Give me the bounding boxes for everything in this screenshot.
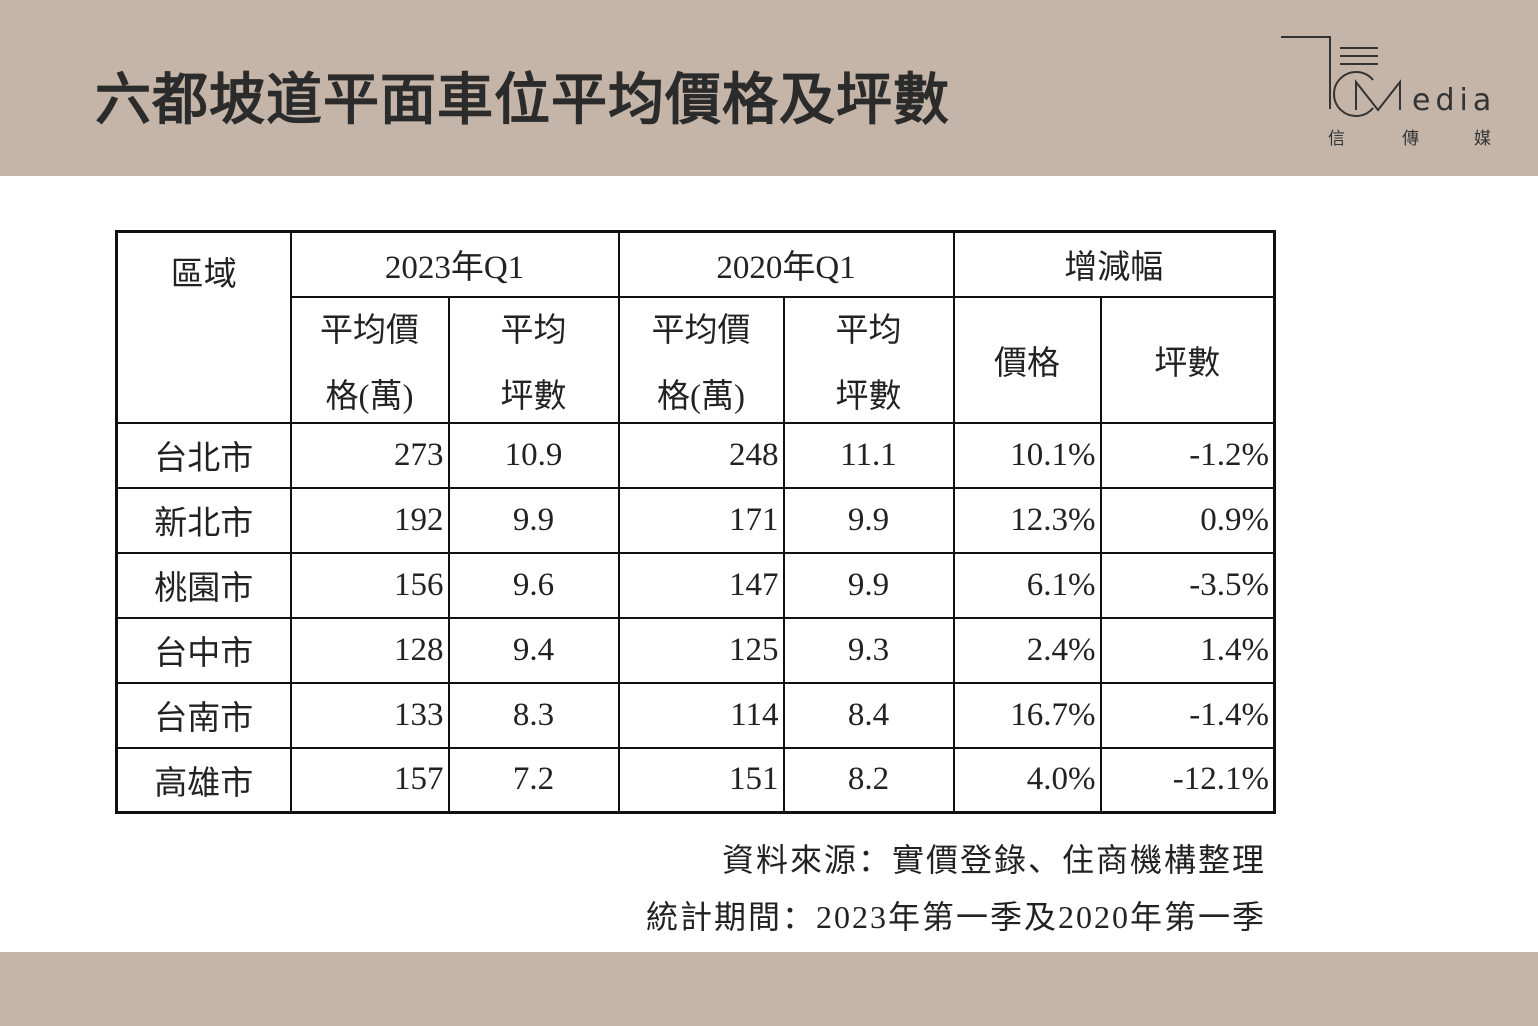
cell-ping-2020: 9.3 — [782, 616, 955, 684]
cell-ping-change: -12.1% — [1099, 746, 1276, 814]
cell-region: 台中市 — [115, 616, 292, 684]
cell-price-2020: 147 — [617, 551, 785, 619]
cell-ping-2020: 9.9 — [782, 551, 955, 619]
svg-text:edia: edia — [1412, 83, 1496, 118]
group-header: 2020年Q1 — [617, 230, 955, 298]
cell-ping-2023: 10.9 — [447, 421, 620, 489]
table-row: 高雄市 157 7.2 151 8.2 4.0% -12.1% — [115, 746, 1276, 814]
sub-header: 平均 坪數 — [447, 295, 620, 424]
logo-sub: 傳 — [1402, 129, 1419, 148]
cell-ping-change: -1.4% — [1099, 681, 1276, 749]
group-header: 增減幅 — [952, 230, 1276, 298]
logo-sub: 信 — [1328, 129, 1345, 148]
logo-mark-icon: edia — [1281, 36, 1496, 118]
cell-price-change: 10.1% — [952, 421, 1102, 489]
cell-price-change: 4.0% — [952, 746, 1102, 814]
cell-ping-2020: 9.9 — [782, 486, 955, 554]
cell-ping-2023: 8.3 — [447, 681, 620, 749]
source-note: 資料來源：實價登錄、住商機構整理 — [721, 842, 1266, 878]
cell-price-2020: 248 — [617, 421, 785, 489]
cell-ping-change: 1.4% — [1099, 616, 1276, 684]
cell-region: 桃園市 — [115, 551, 292, 619]
cell-price-change: 6.1% — [952, 551, 1102, 619]
cell-price-2020: 151 — [617, 746, 785, 814]
cell-price-2020: 171 — [617, 486, 785, 554]
cell-price-change: 2.4% — [952, 616, 1102, 684]
region-header: 區域 — [115, 230, 292, 424]
cell-ping-2023: 7.2 — [447, 746, 620, 814]
cell-price-2020: 125 — [617, 616, 785, 684]
cell-ping-2020: 11.1 — [782, 421, 955, 489]
page-title: 六都坡道平面車位平均價格及坪數 — [95, 68, 950, 133]
cell-ping-2020: 8.4 — [782, 681, 955, 749]
parking-price-table: 區域 2023年Q1 2020年Q1 增減幅 平均價 格(萬) 平均 坪數 平均價格… — [115, 230, 1276, 814]
cell-region: 新北市 — [115, 486, 292, 554]
cell-price-2023: 156 — [289, 551, 450, 619]
cell-price-2023: 273 — [289, 421, 450, 489]
cell-ping-2023: 9.6 — [447, 551, 620, 619]
period-note: 統計期間：2023年第一季及2020年第一季 — [645, 899, 1266, 935]
header-band: 六都坡道平面車位平均價格及坪數 edia 信 傳 媒 — [0, 0, 1538, 176]
cell-region: 台南市 — [115, 681, 292, 749]
cell-price-2020: 114 — [617, 681, 785, 749]
table-row: 台中市 128 9.4 125 9.3 2.4% 1.4% — [115, 616, 1276, 684]
cmedia-logo: edia 信 傳 媒 — [1278, 34, 1508, 154]
cell-price-2023: 133 — [289, 681, 450, 749]
footer-band — [0, 952, 1538, 1026]
logo-sub: 媒 — [1474, 129, 1491, 148]
cell-ping-change: -3.5% — [1099, 551, 1276, 619]
sub-header: 坪數 — [1099, 295, 1276, 424]
sub-header: 平均價 格(萬) — [617, 295, 785, 424]
cell-price-change: 16.7% — [952, 681, 1102, 749]
table-row: 桃園市 156 9.6 147 9.9 6.1% -3.5% — [115, 551, 1276, 619]
cell-price-change: 12.3% — [952, 486, 1102, 554]
sub-header: 價格 — [952, 295, 1102, 424]
cell-price-2023: 192 — [289, 486, 450, 554]
cell-region: 高雄市 — [115, 746, 292, 814]
sub-header: 平均 坪數 — [782, 295, 955, 424]
cell-ping-change: 0.9% — [1099, 486, 1276, 554]
cell-ping-2023: 9.4 — [447, 616, 620, 684]
cell-ping-2020: 8.2 — [782, 746, 955, 814]
table-row: 台南市 133 8.3 114 8.4 16.7% -1.4% — [115, 681, 1276, 749]
table-row: 新北市 192 9.9 171 9.9 12.3% 0.9% — [115, 486, 1276, 554]
cell-ping-change: -1.2% — [1099, 421, 1276, 489]
cell-price-2023: 128 — [289, 616, 450, 684]
table-row: 台北市 273 10.9 248 11.1 10.1% -1.2% — [115, 421, 1276, 489]
cell-ping-2023: 9.9 — [447, 486, 620, 554]
cell-region: 台北市 — [115, 421, 292, 489]
sub-header: 平均價 格(萬) — [289, 295, 450, 424]
cell-price-2023: 157 — [289, 746, 450, 814]
group-header: 2023年Q1 — [289, 230, 620, 298]
